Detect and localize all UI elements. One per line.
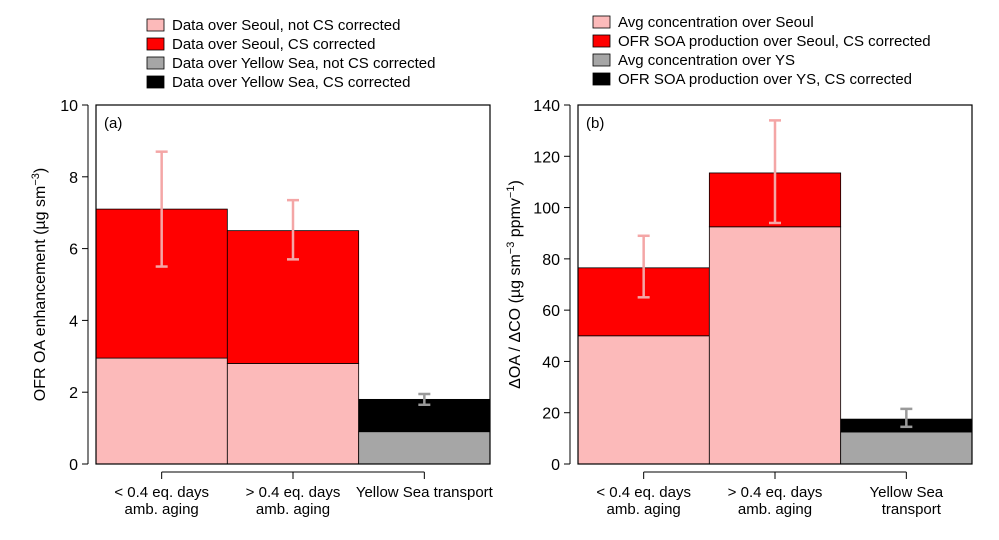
panel-label: (b) — [586, 115, 604, 132]
bar-base-segment — [840, 431, 973, 465]
legend-swatch — [146, 56, 165, 70]
error-bar — [769, 119, 781, 225]
legend-swatch — [146, 37, 165, 51]
y-tick-label: 20 — [542, 406, 560, 423]
legend-label: Data over Yellow Sea, CS corrected — [172, 74, 410, 91]
x-tick-label: amb. aging — [125, 501, 199, 518]
y-tick-label: 140 — [533, 98, 560, 115]
legend-label: Avg concentration over YS — [618, 52, 795, 69]
y-axis-title-main: ΔOA / ΔCO (µg sm — [507, 254, 524, 389]
legend-label: OFR SOA production over YS, CS corrected — [618, 71, 912, 88]
y-tick-label: 4 — [69, 313, 78, 330]
error-bar — [155, 150, 168, 268]
y-axis-title: ΔOA / ΔCO (µg sm−3 ppmv−1) — [505, 180, 524, 389]
legend-label: Data over Seoul, CS corrected — [172, 36, 375, 53]
x-tick-label: amb. aging — [256, 501, 330, 518]
bar-base-segment — [95, 357, 228, 465]
y-axis-title-main: OFR OA enhancement (µg sm — [32, 186, 49, 402]
y-axis-title-exponent: −3 — [30, 173, 42, 186]
plot-frame — [95, 104, 491, 465]
panel-label: (a) — [104, 115, 122, 132]
legend-swatch — [592, 34, 611, 48]
x-tick-label: < 0.4 eq. days — [596, 484, 691, 501]
x-tick-label: amb. aging — [607, 501, 681, 518]
y-axis-title-exponent: −3 — [505, 242, 517, 255]
x-tick-label: > 0.4 eq. days — [246, 484, 341, 501]
y-tick-label: 80 — [542, 252, 560, 269]
y-tick-label: 120 — [533, 149, 560, 166]
legend: Avg concentration over Seoul OFR SOA pro… — [592, 14, 931, 88]
legend: Data over Seoul, not CS corrected Data ov… — [146, 17, 435, 91]
y-tick-label: 2 — [69, 385, 78, 402]
y-tick-label: 6 — [69, 242, 78, 259]
legend-swatch — [592, 53, 611, 67]
y-tick-label: 8 — [69, 170, 78, 187]
y-tick-label: 0 — [69, 457, 78, 474]
error-bar — [900, 407, 913, 429]
legend-label: OFR SOA production over Seoul, CS correc… — [618, 33, 931, 50]
x-tick-label: > 0.4 eq. days — [728, 484, 823, 501]
y-tick-label: 100 — [533, 201, 560, 218]
legend-swatch — [146, 18, 165, 32]
bar-base-segment — [577, 335, 710, 465]
legend-label: Data over Seoul, not CS corrected — [172, 17, 400, 34]
y-axis-title-close: ) — [507, 180, 524, 185]
error-bar — [418, 392, 431, 407]
x-tick-label: Yellow Sea transport — [356, 484, 494, 501]
bar-base-segment — [226, 363, 360, 465]
y-tick-label: 0 — [551, 457, 560, 474]
legend-label: Avg concentration over Seoul — [618, 14, 814, 31]
y-axis-title: OFR OA enhancement (µg sm−3) — [30, 168, 49, 401]
legend-label: Data over Yellow Sea, not CS corrected — [172, 55, 435, 72]
legend-swatch — [592, 72, 611, 86]
x-tick-label: < 0.4 eq. days — [114, 484, 209, 501]
y-axis-title-unit: ppmv — [507, 198, 524, 242]
y-tick-label: 40 — [542, 354, 560, 371]
plot-frame — [577, 104, 973, 465]
x-tick-label: transport — [882, 501, 942, 518]
bar-base-segment — [708, 226, 842, 465]
legend-swatch — [146, 75, 165, 89]
y-tick-label: 60 — [542, 303, 560, 320]
x-tick-label: Yellow Sea — [869, 484, 943, 501]
legend-swatch — [592, 15, 611, 29]
x-tick-label: amb. aging — [738, 501, 812, 518]
bar-base-segment — [358, 431, 491, 465]
y-axis-title-close: ) — [32, 168, 49, 173]
error-bar — [287, 198, 299, 261]
y-axis-title-exponent-2: −1 — [505, 186, 517, 199]
error-bar — [637, 234, 650, 299]
y-tick-label: 10 — [60, 98, 78, 115]
